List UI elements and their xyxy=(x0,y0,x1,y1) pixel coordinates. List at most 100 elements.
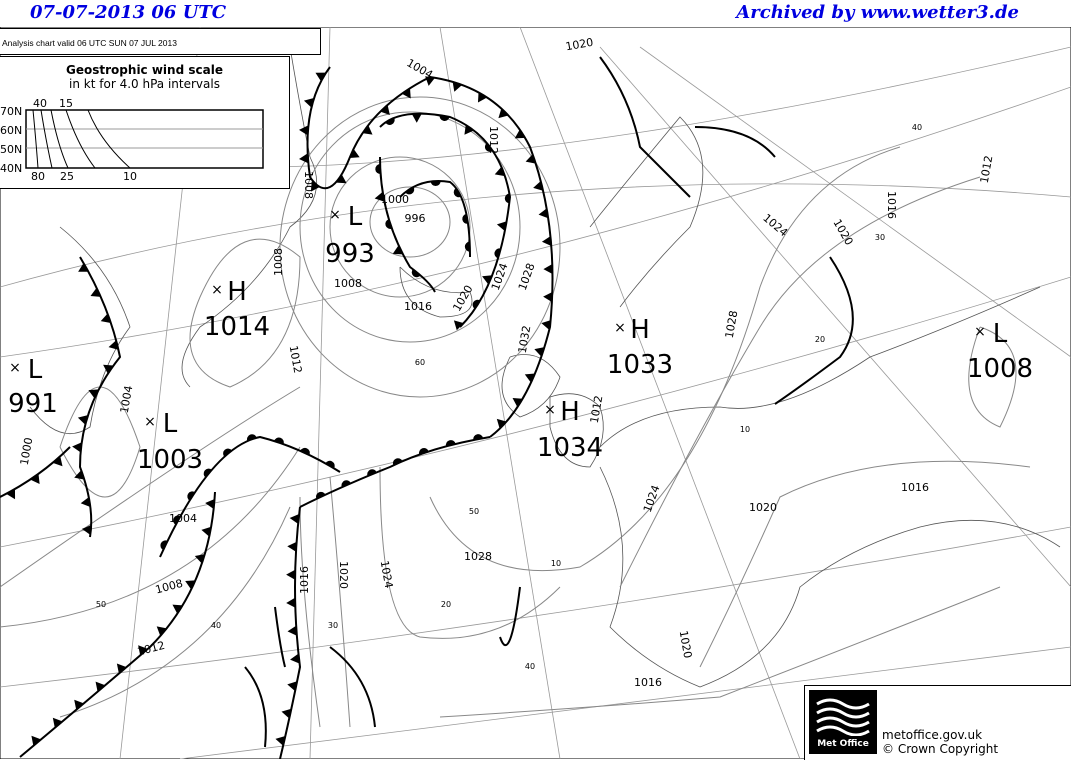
cold-front-triangle-icon xyxy=(464,124,474,135)
cold-front-triangle-icon xyxy=(533,180,544,191)
cold-front-triangle-icon xyxy=(303,97,314,108)
isobar-label: 1004 xyxy=(118,384,136,414)
cold-front-triangle-icon xyxy=(289,513,300,524)
pressure-center-value: 993 xyxy=(325,239,375,269)
cold-front-triangle-icon xyxy=(534,347,545,357)
warm-front-semicircle-icon xyxy=(439,114,450,121)
cold-front-triangle-icon xyxy=(72,442,82,453)
wind-scale-latitude-label: 40 xyxy=(912,123,922,132)
isobar-label: 1016 xyxy=(404,300,432,313)
pressure-center-value: 1033 xyxy=(607,350,673,380)
cold-front-triangle-icon xyxy=(52,717,63,728)
pressure-center-value: 1014 xyxy=(204,312,270,342)
speed-label: 40 xyxy=(33,97,47,110)
cold-front-triangle-icon xyxy=(290,653,300,664)
cold-front-triangle-icon xyxy=(194,554,205,564)
cold-front-triangle-icon xyxy=(349,148,360,159)
warm-front-semicircle-icon xyxy=(453,187,461,198)
warm-front-semicircle-icon xyxy=(464,241,470,252)
cold-front-triangle-icon xyxy=(95,681,106,692)
cold-front-triangle-icon xyxy=(205,498,215,509)
cold-front-triangle-icon xyxy=(77,415,88,425)
cold-front-triangle-icon xyxy=(362,125,373,135)
cold-front-triangle-icon xyxy=(287,625,297,636)
cold-front-triangle-icon xyxy=(512,398,523,408)
cold-front-triangle-icon xyxy=(392,245,403,255)
speed-label: 25 xyxy=(60,170,74,183)
wind-scale-latitude-label: 30 xyxy=(328,621,338,630)
archive-credit: Archived by www.wetter3.de xyxy=(736,2,1019,23)
cold-front-triangle-icon xyxy=(538,208,549,219)
warm-front-semicircle-icon xyxy=(392,458,403,466)
cold-front-triangle-icon xyxy=(31,735,42,746)
warm-front-semicircle-icon xyxy=(247,434,257,442)
wind-scale-latitude-label: 20 xyxy=(441,600,451,609)
cold-front-triangle-icon xyxy=(496,221,507,232)
pressure-center-type: L xyxy=(348,202,363,232)
cold-front-triangle-icon xyxy=(81,524,92,535)
warm-front-semicircle-icon xyxy=(375,164,381,174)
isobar-label: 1020 xyxy=(749,501,777,514)
warm-front-semicircle-icon xyxy=(473,434,484,441)
isobar-label: 1016 xyxy=(634,676,662,689)
warm-front-semicircle-icon xyxy=(462,213,469,224)
cold-front-triangle-icon xyxy=(380,104,390,115)
cold-front-triangle-icon xyxy=(286,597,296,608)
pressure-center-value: 1003 xyxy=(137,445,203,475)
cold-front-triangle-icon xyxy=(299,125,309,136)
wind-scale-latitude-label: 10 xyxy=(551,559,561,568)
lat-label: 50N xyxy=(0,143,22,156)
met-office-logo: Met Office xyxy=(809,690,877,754)
cold-front-triangle-icon xyxy=(543,264,553,275)
pressure-center-value: 1034 xyxy=(537,433,603,463)
cold-front-triangle-icon xyxy=(74,470,85,480)
warm-front-semicircle-icon xyxy=(404,186,415,195)
cold-front-triangle-icon xyxy=(496,418,507,429)
met-office-url[interactable]: metoffice.gov.uk xyxy=(882,728,983,742)
isobar-label: 1012 xyxy=(588,394,606,424)
warm-front-semicircle-icon xyxy=(325,460,335,469)
pressure-center-type: H xyxy=(227,277,247,307)
cold-front-triangle-icon xyxy=(477,92,488,103)
isobar-label: 1016 xyxy=(885,191,898,219)
warm-front-semicircle-icon xyxy=(411,269,421,278)
isobar-label: 1004 xyxy=(169,512,197,525)
cold-front-triangle-icon xyxy=(498,108,509,119)
cold-front-triangle-icon xyxy=(185,580,196,590)
wind-scale-latitude-label: 20 xyxy=(815,335,825,344)
isobar-label: 1000 xyxy=(381,193,409,206)
warm-front-semicircle-icon xyxy=(223,448,232,457)
weather-fronts xyxy=(0,56,854,759)
pressure-center-type: L xyxy=(993,319,1008,349)
warm-front-semicircle-icon xyxy=(173,515,181,525)
warm-front-semicircle-icon xyxy=(160,540,168,550)
wind-scale-title: Geostrophic wind scale xyxy=(66,63,223,77)
cold-front-triangle-icon xyxy=(543,292,553,302)
isobar-label: 1016 xyxy=(298,566,311,594)
cold-front-triangle-icon xyxy=(310,181,321,192)
wind-scale-latitude-label: 40 xyxy=(211,621,221,630)
wind-scale-subtitle: in kt for 4.0 hPa intervals xyxy=(69,77,220,91)
geostrophic-wind-scale: Geostrophic wind scale in kt for 4.0 hPa… xyxy=(0,56,290,189)
warm-front-semicircle-icon xyxy=(341,480,352,488)
cold-front-triangle-icon xyxy=(453,320,464,331)
cold-front-triangle-icon xyxy=(541,236,552,247)
isobar-label: 1008 xyxy=(302,171,315,199)
cold-front-triangle-icon xyxy=(541,320,552,330)
warm-front-semicircle-icon xyxy=(484,142,493,152)
isobar-label: 1020 xyxy=(564,36,594,54)
isobar-label: 996 xyxy=(405,212,426,225)
pressure-center-value: 1008 xyxy=(967,354,1033,384)
cold-front-triangle-icon xyxy=(287,541,297,552)
waves-icon xyxy=(816,698,870,737)
cold-front-triangle-icon xyxy=(74,699,84,710)
cold-front-triangle-icon xyxy=(90,287,101,297)
warm-front-semicircle-icon xyxy=(418,448,429,455)
valid-time-caption: Analysis chart valid 06 UTC SUN 07 JUL 2… xyxy=(0,28,321,55)
cold-front-triangle-icon xyxy=(411,113,422,123)
isobar-label: 1000 xyxy=(18,436,36,466)
wind-scale-latitude-label: 40 xyxy=(525,662,535,671)
cold-front-triangle-icon xyxy=(482,275,493,285)
cold-front-triangle-icon xyxy=(88,389,99,399)
cold-front-triangle-icon xyxy=(494,166,505,177)
